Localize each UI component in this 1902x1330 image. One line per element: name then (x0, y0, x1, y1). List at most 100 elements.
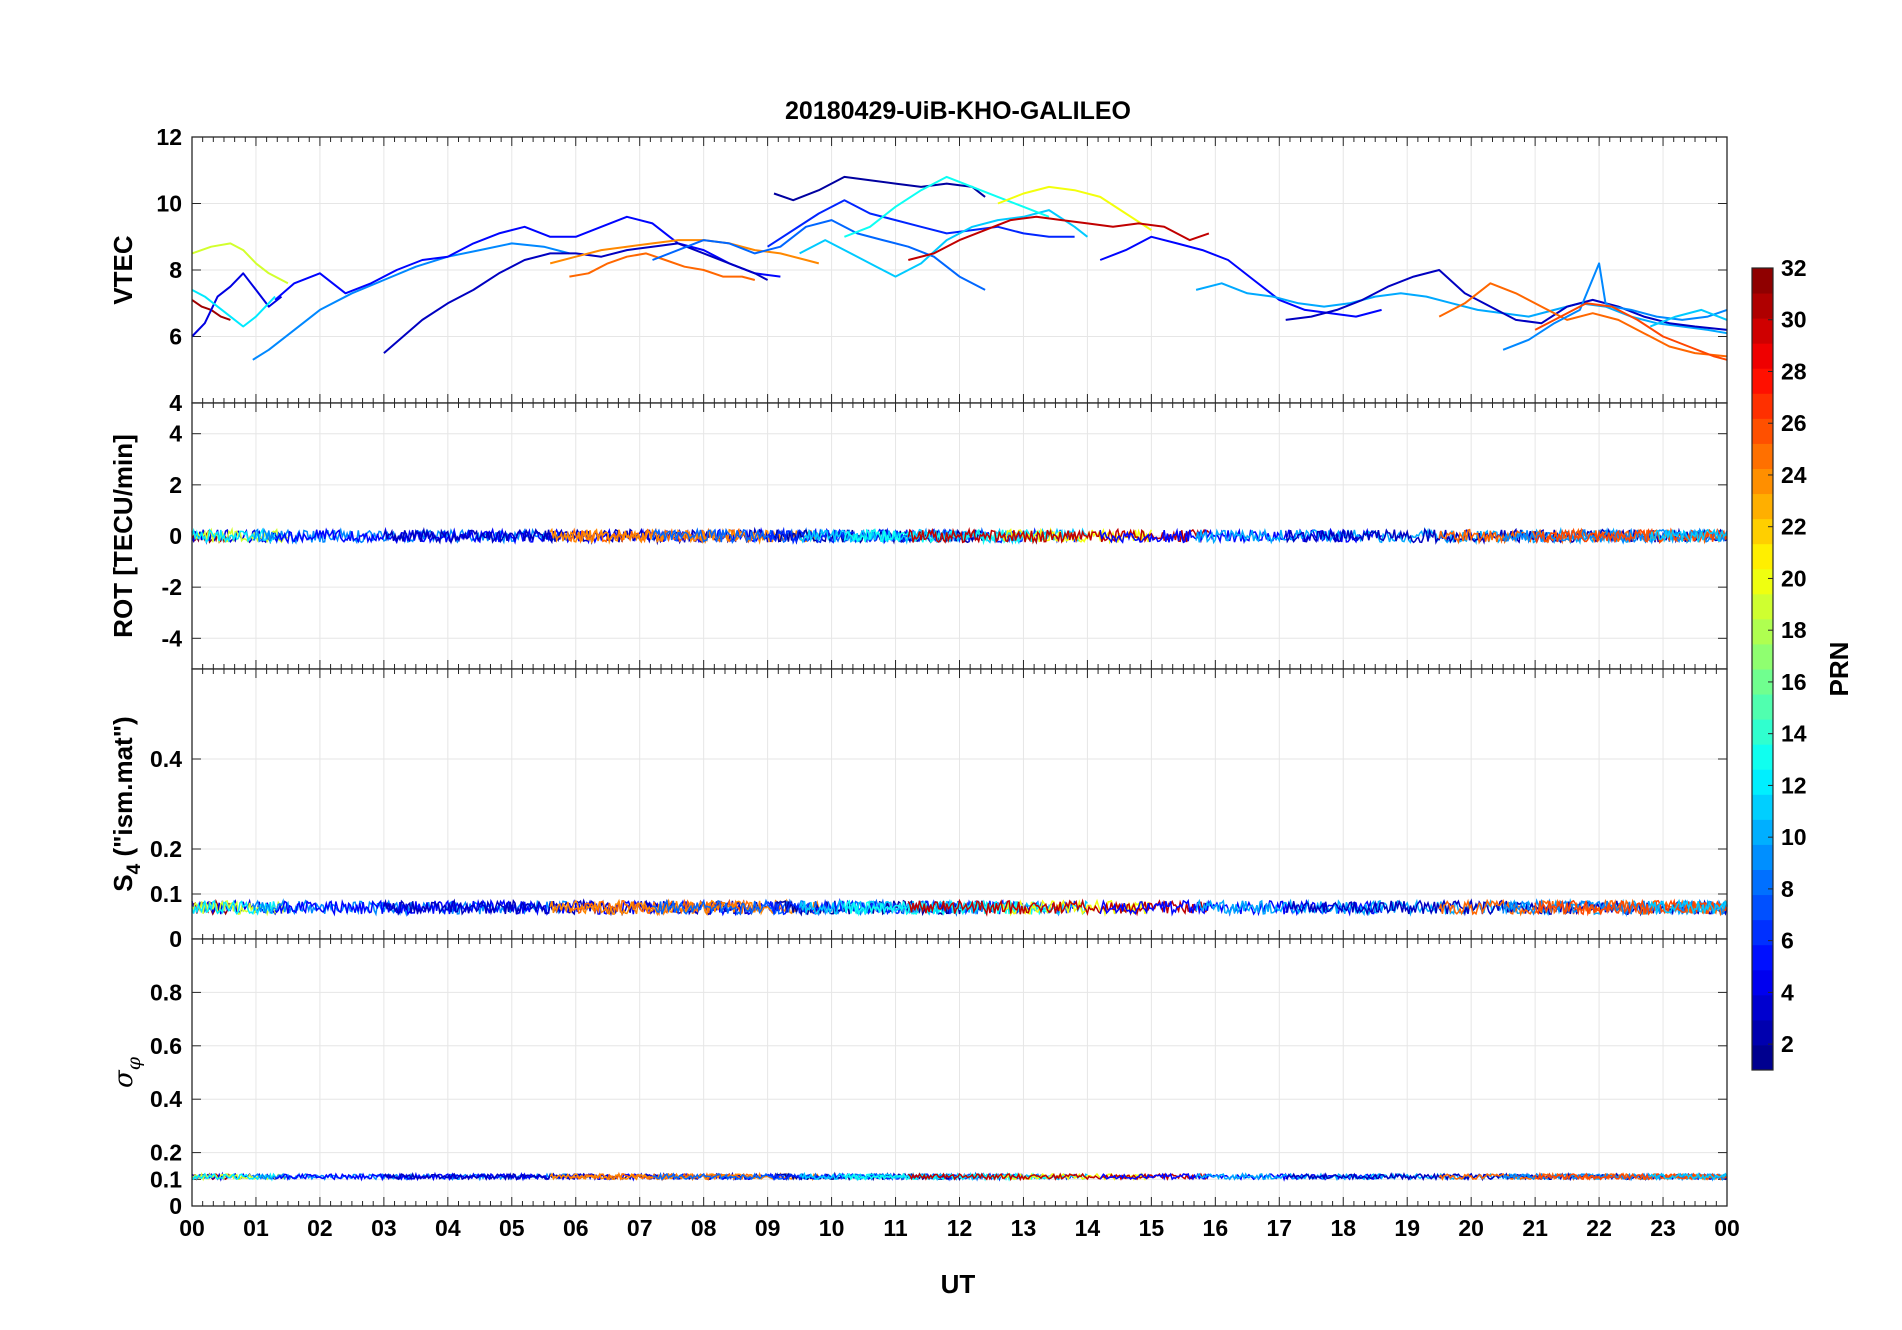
colorbar-tick-label: 8 (1781, 876, 1794, 902)
y-tick-label: 12 (156, 124, 182, 150)
series-line-prn-9 (1502, 262, 1728, 351)
series-line-prn-19 (191, 242, 289, 285)
y-tick-label: 10 (156, 191, 182, 217)
y-tick-label: 0.8 (150, 979, 182, 1005)
colorbar-tick-label: 28 (1781, 358, 1807, 384)
series-line-prn-20 (997, 185, 1152, 231)
rot-line-prn-24 (549, 527, 819, 545)
colorbar-tick-label: 2 (1781, 1031, 1794, 1057)
colorbar-segment (1752, 493, 1773, 520)
x-tick-label: 13 (1011, 1215, 1037, 1241)
rot-line-prn-30 (907, 527, 1210, 545)
y-tick-label: -2 (162, 574, 182, 600)
colorbar-segment (1752, 393, 1773, 419)
x-tick-label: 18 (1330, 1215, 1356, 1241)
series-line-prn-3 (1285, 269, 1728, 331)
colorbar-segment (1752, 343, 1773, 369)
colorbar-segment (1752, 719, 1773, 745)
x-tick-label: 01 (243, 1215, 269, 1241)
series-line-prn-24 (549, 239, 820, 265)
colorbar-segment (1752, 869, 1773, 896)
rot-line-prn-12 (191, 527, 276, 544)
series-line-prn-4 (191, 272, 283, 338)
colorbar-tick-label: 16 (1781, 669, 1807, 695)
colorbar-segment (1752, 819, 1773, 845)
x-tick-label: 00 (1714, 1215, 1740, 1241)
x-tick-label: 21 (1522, 1215, 1548, 1241)
x-tick-label: 16 (1203, 1215, 1229, 1241)
y-tick-label: 0.2 (150, 1140, 182, 1166)
x-tick-label: 12 (947, 1215, 973, 1241)
y-tick-label: 6 (169, 324, 182, 350)
colorbar-segment (1752, 293, 1773, 319)
colorbar-segment (1752, 944, 1773, 971)
colorbar-segment (1752, 268, 1773, 294)
sigma-line-prn-26 (1534, 1171, 1728, 1181)
y-tick-label: 2 (169, 472, 182, 498)
colorbar-segment (1752, 669, 1773, 695)
colorbar-frame (1751, 267, 1774, 1071)
colorbar-tick-label: 32 (1781, 255, 1807, 281)
x-tick-label: 23 (1650, 1215, 1676, 1241)
colorbar-segment (1752, 543, 1773, 570)
colorbar-tick-label: 14 (1781, 721, 1807, 747)
y-tick-label: 0.6 (150, 1033, 182, 1059)
series-line-prn-11 (799, 209, 1089, 278)
colorbar-tick-label: 22 (1781, 514, 1807, 540)
colorbar-tick-label: 12 (1781, 772, 1807, 798)
y-tick-label: 4 (169, 390, 182, 416)
colorbar-segment (1752, 919, 1773, 946)
y-tick-label: 0.2 (150, 836, 182, 862)
x-tick-labels: 00 01 02 03 04 05 06 07 08 09 10 11 12 13 14 15 16 17 18 19… (179, 1215, 1740, 1241)
colorbar-segment (1752, 468, 1773, 495)
y-tick-label: 0.4 (150, 1086, 182, 1112)
series-line-prn-25 (569, 252, 756, 281)
series-line-prn-11 (1649, 308, 1728, 328)
x-tick-label: 07 (627, 1215, 653, 1241)
colorbar-tick-label: 18 (1781, 617, 1807, 643)
y-tick-label: 0 (169, 1193, 182, 1219)
x-tick-label: 22 (1586, 1215, 1612, 1241)
colorbar-segment (1752, 518, 1773, 545)
y-tick-label: -4 (162, 625, 183, 651)
colorbar-segment (1752, 643, 1773, 670)
s4-line-prn-11 (1649, 898, 1728, 915)
y-axis-title-vtec: VTEC (108, 235, 138, 305)
x-tick-label: 02 (307, 1215, 333, 1241)
series-line-prn-2 (773, 175, 986, 202)
series-line-prn-25 (1438, 282, 1728, 358)
panel-vtec: 4 6 8 10 12 VTEC (108, 124, 1728, 416)
x-tick-label: 11 (883, 1215, 908, 1241)
y-tick-label: 0.1 (150, 1166, 182, 1192)
panel-frame (191, 938, 1728, 1207)
colorbar-segment (1752, 844, 1773, 870)
rot-line-prn-26 (1534, 527, 1728, 545)
x-axis-title: UT (941, 1269, 976, 1299)
x-tick-label: 08 (691, 1215, 717, 1241)
s4-line-prn-30 (907, 898, 1210, 917)
x-tick-label: 03 (371, 1215, 397, 1241)
colorbar-label: PRN (1824, 642, 1854, 697)
x-tick-label: 09 (755, 1215, 781, 1241)
colorbar-tick-label: 4 (1781, 979, 1794, 1005)
series-line-prn-9 (252, 242, 570, 361)
sigma-line-prn-11 (1649, 1172, 1728, 1181)
series-line-prn-13 (844, 175, 1050, 238)
y-tick-label: 0.1 (150, 881, 182, 907)
x-tick-label: 20 (1458, 1215, 1484, 1241)
y-axis-title-s4: S4 ("ism.mat") (108, 716, 145, 891)
colorbar-segment (1752, 769, 1773, 795)
x-tick-label: 10 (819, 1215, 845, 1241)
s4-line-prn-26 (1534, 898, 1728, 917)
series-line-prn-26 (1534, 302, 1728, 361)
y-axis-title-sigma: σφ (109, 1056, 145, 1088)
rot-line-prn-11 (1649, 528, 1728, 543)
x-tick-label: 15 (1139, 1215, 1165, 1241)
colorbar-tick-label: 26 (1781, 410, 1807, 436)
colorbar-segment (1752, 418, 1773, 444)
colorbar-segment (1752, 1044, 1773, 1071)
colorbar-segment (1752, 1019, 1773, 1046)
y-tick-label: 0 (169, 926, 182, 952)
series-line-prn-12 (191, 289, 276, 328)
